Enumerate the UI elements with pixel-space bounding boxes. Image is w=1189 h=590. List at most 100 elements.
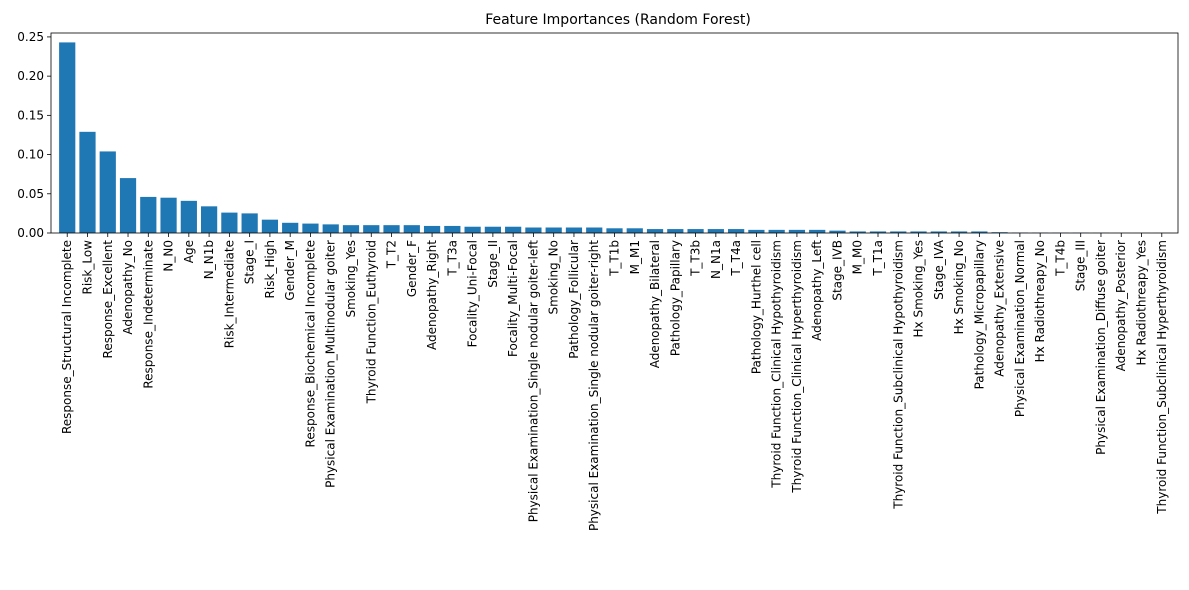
bar (646, 229, 664, 233)
x-tick-label: Physical Examination_Multinodular goiter (324, 240, 338, 488)
bar (565, 227, 583, 233)
bar (971, 231, 988, 233)
x-tick-label: M_M0 (851, 240, 865, 274)
x-tick-label: Pathology_Papillary (668, 240, 682, 356)
x-tick-label: Thyroid Function_Subclinical Hyperthyroi… (1155, 240, 1169, 515)
bar (890, 231, 907, 233)
x-tick-label: Gender_M (283, 240, 297, 301)
x-tick-label: Adenopathy_Bilateral (648, 240, 662, 368)
x-tick-label: Physical Examination_Diffuse goiter (1094, 240, 1108, 455)
bar (282, 222, 299, 233)
x-tick-label: Hx Radiothreapy_Yes (1135, 240, 1149, 365)
bar (59, 42, 76, 233)
bar (586, 227, 603, 233)
y-tick-label: 0.25 (17, 30, 44, 44)
bar (809, 229, 826, 233)
x-tick-label: Response_Structural Incomplete (60, 240, 74, 434)
x-tick-label: Hx Radiothreapy_No (1033, 240, 1047, 362)
bars-group (59, 42, 1170, 233)
bar (829, 230, 846, 233)
x-tick-label: N_N1a (709, 240, 723, 279)
y-tick-label: 0.05 (17, 187, 44, 201)
bar (302, 223, 319, 233)
bar (363, 225, 380, 233)
bar (140, 196, 157, 233)
x-tick-label: T_T2 (385, 240, 399, 269)
x-tick-label: Risk_Intermediate (222, 240, 236, 348)
bar (484, 226, 501, 233)
x-tick-label: Pathology_Follicular (567, 240, 581, 359)
bar (910, 231, 927, 233)
x-tick-label: Focality_Multi-Focal (506, 240, 520, 357)
x-tick-label: T_T3a (445, 240, 459, 277)
bar (322, 224, 339, 233)
y-tick-label: 0.20 (17, 69, 44, 83)
x-axis: Response_Structural Incomplete Risk_Low Re… (60, 233, 1169, 531)
bar (444, 225, 461, 233)
x-tick-label: Focality_Uni-Focal (466, 240, 480, 347)
plot-frame (50, 32, 1179, 234)
bar (748, 229, 765, 233)
x-tick-label: Adenopathy_Posterior (1114, 240, 1128, 371)
bar (160, 197, 177, 233)
x-tick-label: Stage_IVA (932, 239, 946, 300)
x-tick-label: Stage_IVB (830, 240, 844, 301)
bar (505, 226, 522, 233)
x-tick-label: Pathology_Micropapillary (972, 240, 986, 389)
bar (383, 225, 400, 233)
x-tick-label: Response_Biochemical Incomplete (303, 240, 317, 447)
bar (667, 229, 684, 233)
bar (200, 206, 218, 233)
x-tick-label: Adenopathy_Right (425, 240, 439, 350)
bar (687, 229, 704, 233)
x-tick-label: Age (182, 240, 196, 263)
x-tick-label: Thyroid Function_Euthyroid (364, 240, 378, 404)
x-tick-label: Adenopathy_No (121, 240, 135, 335)
x-tick-label: Stage_III (1074, 240, 1088, 291)
x-tick-label: Risk_Low (80, 240, 94, 295)
x-tick-label: Stage_II (486, 240, 500, 288)
x-tick-label: Response_Indeterminate (141, 240, 155, 389)
bar (728, 229, 745, 233)
x-tick-label: Thyroid Function_Clinical Hyperthyroidis… (790, 240, 804, 494)
bar (869, 231, 887, 233)
x-tick-label: Thyroid Function_Clinical Hypothyroidism (770, 240, 784, 489)
x-tick-label: Physical Examination_Single nodular goit… (587, 240, 601, 531)
x-tick-label: Physical Examination_Single nodular goit… (526, 240, 540, 523)
x-tick-label: Smoking_Yes (344, 240, 358, 318)
bar (606, 228, 623, 233)
bar (261, 219, 279, 233)
y-axis: 0.00 0.05 0.10 0.15 0.20 0.25 (17, 30, 51, 240)
y-tick-label: 0.10 (17, 148, 44, 162)
bar (768, 229, 785, 233)
bar (707, 229, 724, 233)
bar (525, 227, 542, 233)
x-tick-label: Pathology_Hurthel cell (749, 240, 763, 374)
x-tick-label: M_M1 (628, 240, 642, 274)
x-tick-label: Hx Smoking_Yes (912, 240, 926, 337)
x-tick-label: T_T3b (689, 240, 703, 277)
x-tick-label: Thyroid Function_Subclinical Hypothyroid… (891, 240, 905, 510)
x-tick-label: T_T1b (608, 240, 622, 277)
x-tick-label: N_N1b (202, 240, 216, 279)
x-tick-label: Hx Smoking_No (952, 240, 966, 334)
bar (180, 200, 197, 233)
bar (423, 225, 441, 233)
bar (119, 178, 137, 233)
x-tick-label: Adenopathy_Extensive (993, 240, 1007, 377)
x-tick-label: Smoking_No (547, 240, 561, 314)
bar (99, 151, 116, 233)
bar (849, 231, 866, 233)
y-tick-label: 0.00 (17, 226, 44, 240)
chart-title: Feature Importances (Random Forest) (485, 12, 751, 28)
bar (950, 231, 968, 233)
x-tick-label: T_T4b (1053, 240, 1067, 277)
x-tick-label: N_N0 (162, 240, 176, 272)
bar (788, 229, 806, 233)
bar (79, 131, 96, 233)
x-tick-label: Physical Examination_Normal (1013, 240, 1027, 417)
x-tick-label: T_T4a (729, 240, 743, 277)
bar (221, 212, 238, 233)
